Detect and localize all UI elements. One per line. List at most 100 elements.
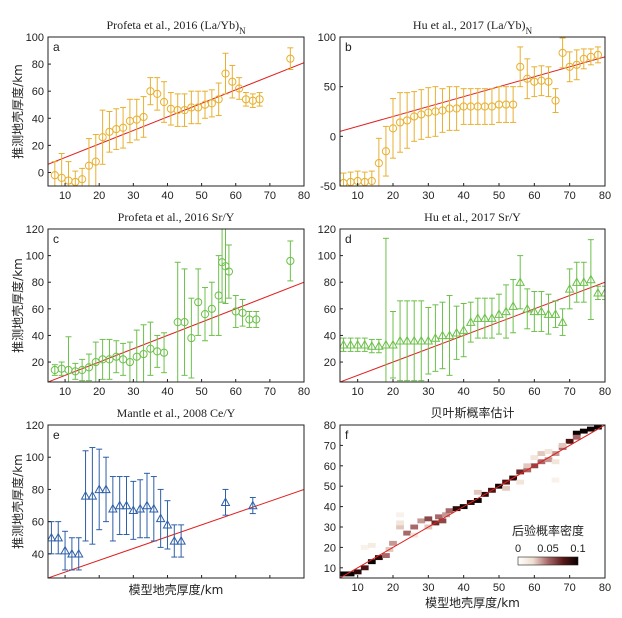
x-tick-label: 30 [127, 386, 139, 398]
y-tick-label: 40 [32, 113, 44, 125]
y-tick-label: 120 [26, 224, 44, 236]
heatmap-cell [523, 463, 532, 469]
colorbar-tick-label: 0.05 [537, 543, 558, 555]
x-tick-label: 80 [599, 582, 611, 594]
data-point [146, 344, 155, 353]
data-point [543, 309, 554, 318]
data-point [352, 339, 363, 349]
heatmap-cell [367, 559, 376, 565]
x-tick-label: 10 [352, 190, 364, 202]
data-point [430, 333, 441, 342]
data-point [153, 89, 162, 98]
data-point [132, 352, 141, 361]
x-tick-label: 80 [298, 190, 310, 202]
heatmap-cell [396, 524, 404, 530]
data-point [359, 339, 370, 349]
y-tick-label: -50 [320, 181, 336, 193]
data-point [105, 355, 114, 364]
x-tick-label: 50 [493, 190, 505, 202]
data-point [345, 339, 356, 349]
colorbar-tick-label: 0.1 [570, 543, 585, 555]
y-axis-label: 推测地壳厚度/km [10, 454, 25, 549]
data-point [180, 106, 189, 115]
colorbar-gradient [517, 556, 579, 566]
data-point [409, 335, 420, 345]
heatmap-cell [565, 438, 574, 444]
y-tick-label: 100 [26, 452, 44, 464]
reference-line [340, 56, 605, 132]
reference-line [340, 281, 605, 382]
plot-area [340, 237, 605, 382]
y-tick-label: 60 [32, 86, 44, 98]
x-tick-label: 80 [599, 386, 611, 398]
reference-line [48, 488, 304, 578]
heatmap-cell [360, 565, 369, 571]
heatmap-cell [438, 518, 447, 524]
data-point [98, 133, 107, 142]
data-point [437, 330, 448, 340]
y-tick-label: 70 [324, 440, 336, 452]
y-tick-label: 60 [324, 461, 336, 473]
heatmap-cell [544, 457, 553, 463]
data-point [139, 349, 148, 359]
data-point [494, 309, 504, 318]
data-point [101, 484, 111, 494]
data-point [118, 123, 128, 132]
plot-area [48, 47, 304, 186]
heatmap-cell [516, 479, 525, 485]
y-tick-label: 120 [26, 420, 44, 432]
data-point [381, 339, 391, 349]
data-point [114, 500, 125, 510]
panel-a: Profeta et al., 2016 (La/Yb)N 10 20 30 40 50 6… [10, 18, 310, 202]
plot-area [48, 229, 304, 382]
x-tick-label: 30 [422, 582, 434, 594]
data-point [550, 309, 561, 318]
heatmap-cell [572, 434, 581, 440]
y-tick-label: 100 [26, 251, 44, 263]
axes-frame [339, 228, 606, 383]
x-tick-label: 50 [195, 386, 207, 398]
y-tick-label: 0 [38, 167, 44, 179]
y-tick-label: 20 [32, 140, 44, 152]
data-point [593, 287, 603, 297]
data-point [139, 112, 148, 122]
heatmap-cell [374, 555, 383, 561]
y-tick-label: 50 [324, 481, 336, 493]
data-point [53, 532, 64, 542]
heatmap-cell [530, 455, 539, 461]
data-point [91, 157, 100, 166]
data-point [60, 545, 70, 555]
heatmap-cell [502, 485, 510, 491]
data-point [73, 548, 84, 558]
x-tick-label: 60 [230, 386, 242, 398]
data-point [423, 335, 434, 345]
x-tick-label: 70 [564, 190, 576, 202]
x-tick-label: 30 [127, 190, 139, 202]
panel-title: Mantle et al., 2008 Ce/Y [117, 406, 236, 420]
data-point [388, 339, 398, 349]
heatmap-cell [544, 449, 553, 454]
x-tick-label: 60 [528, 190, 540, 202]
data-point [366, 341, 377, 350]
data-point [508, 301, 518, 310]
plot-area [48, 447, 304, 578]
panel-b: Hu et al., 2017 (La/Yb)N 10 20 30 40 50 60 70 80… [318, 18, 611, 202]
panel-title: Profeta et al., 2016 Sr/Y [118, 210, 235, 224]
y-tick-label: 40 [324, 502, 336, 514]
data-point [472, 313, 483, 322]
heatmap-cell [473, 489, 482, 495]
x-tick-label: 40 [161, 190, 173, 202]
data-point [403, 116, 412, 125]
x-tick-label: 60 [528, 582, 540, 594]
data-point [194, 103, 203, 112]
y-tick-label: 30 [324, 522, 336, 534]
data-point [57, 173, 66, 182]
x-tick-label: 80 [599, 190, 611, 202]
y-tick-label: 80 [324, 420, 336, 432]
data-point [247, 500, 258, 510]
data-point [381, 147, 391, 156]
x-tick-label: 70 [264, 386, 276, 398]
data-point [148, 503, 159, 513]
data-point [451, 327, 462, 337]
heatmap-cell [473, 498, 482, 503]
